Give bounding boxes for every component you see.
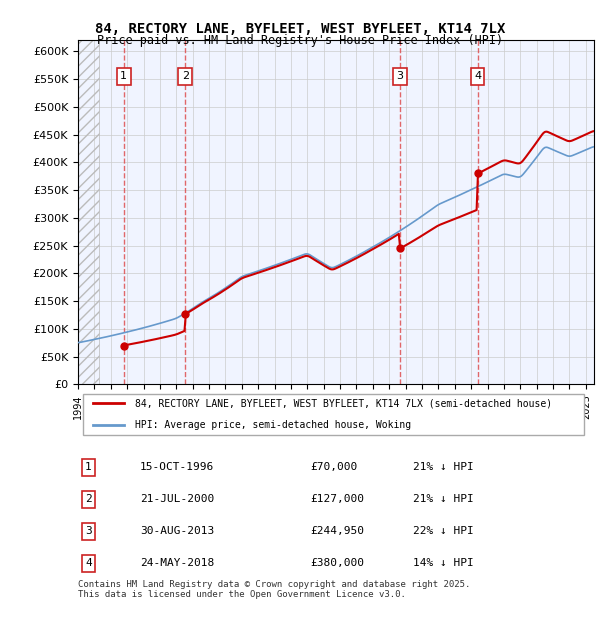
Text: 3: 3: [85, 526, 92, 536]
Text: 4: 4: [85, 558, 92, 569]
Text: £127,000: £127,000: [310, 494, 364, 504]
Text: 4: 4: [474, 71, 481, 81]
FancyBboxPatch shape: [83, 394, 584, 435]
Text: £70,000: £70,000: [310, 463, 358, 472]
Text: £380,000: £380,000: [310, 558, 364, 569]
Bar: [78, 40, 99, 384]
Text: 15-OCT-1996: 15-OCT-1996: [140, 463, 214, 472]
Text: 84, RECTORY LANE, BYFLEET, WEST BYFLEET, KT14 7LX (semi-detached house): 84, RECTORY LANE, BYFLEET, WEST BYFLEET,…: [135, 398, 552, 408]
Text: 84, RECTORY LANE, BYFLEET, WEST BYFLEET, KT14 7LX: 84, RECTORY LANE, BYFLEET, WEST BYFLEET,…: [95, 22, 505, 36]
Text: 22% ↓ HPI: 22% ↓ HPI: [413, 526, 474, 536]
Bar: [78, 40, 99, 384]
Text: 1: 1: [85, 463, 92, 472]
Text: HPI: Average price, semi-detached house, Woking: HPI: Average price, semi-detached house,…: [135, 420, 411, 430]
Text: 21% ↓ HPI: 21% ↓ HPI: [413, 494, 474, 504]
Text: 2: 2: [182, 71, 189, 81]
Text: 30-AUG-2013: 30-AUG-2013: [140, 526, 214, 536]
Text: 21% ↓ HPI: 21% ↓ HPI: [413, 463, 474, 472]
Text: £244,950: £244,950: [310, 526, 364, 536]
Text: Price paid vs. HM Land Registry's House Price Index (HPI): Price paid vs. HM Land Registry's House …: [97, 34, 503, 47]
Text: 2: 2: [85, 494, 92, 504]
Text: 24-MAY-2018: 24-MAY-2018: [140, 558, 214, 569]
Text: 14% ↓ HPI: 14% ↓ HPI: [413, 558, 474, 569]
Text: 1: 1: [120, 71, 127, 81]
Text: 21-JUL-2000: 21-JUL-2000: [140, 494, 214, 504]
Text: Contains HM Land Registry data © Crown copyright and database right 2025.
This d: Contains HM Land Registry data © Crown c…: [78, 580, 470, 599]
Text: 3: 3: [397, 71, 404, 81]
